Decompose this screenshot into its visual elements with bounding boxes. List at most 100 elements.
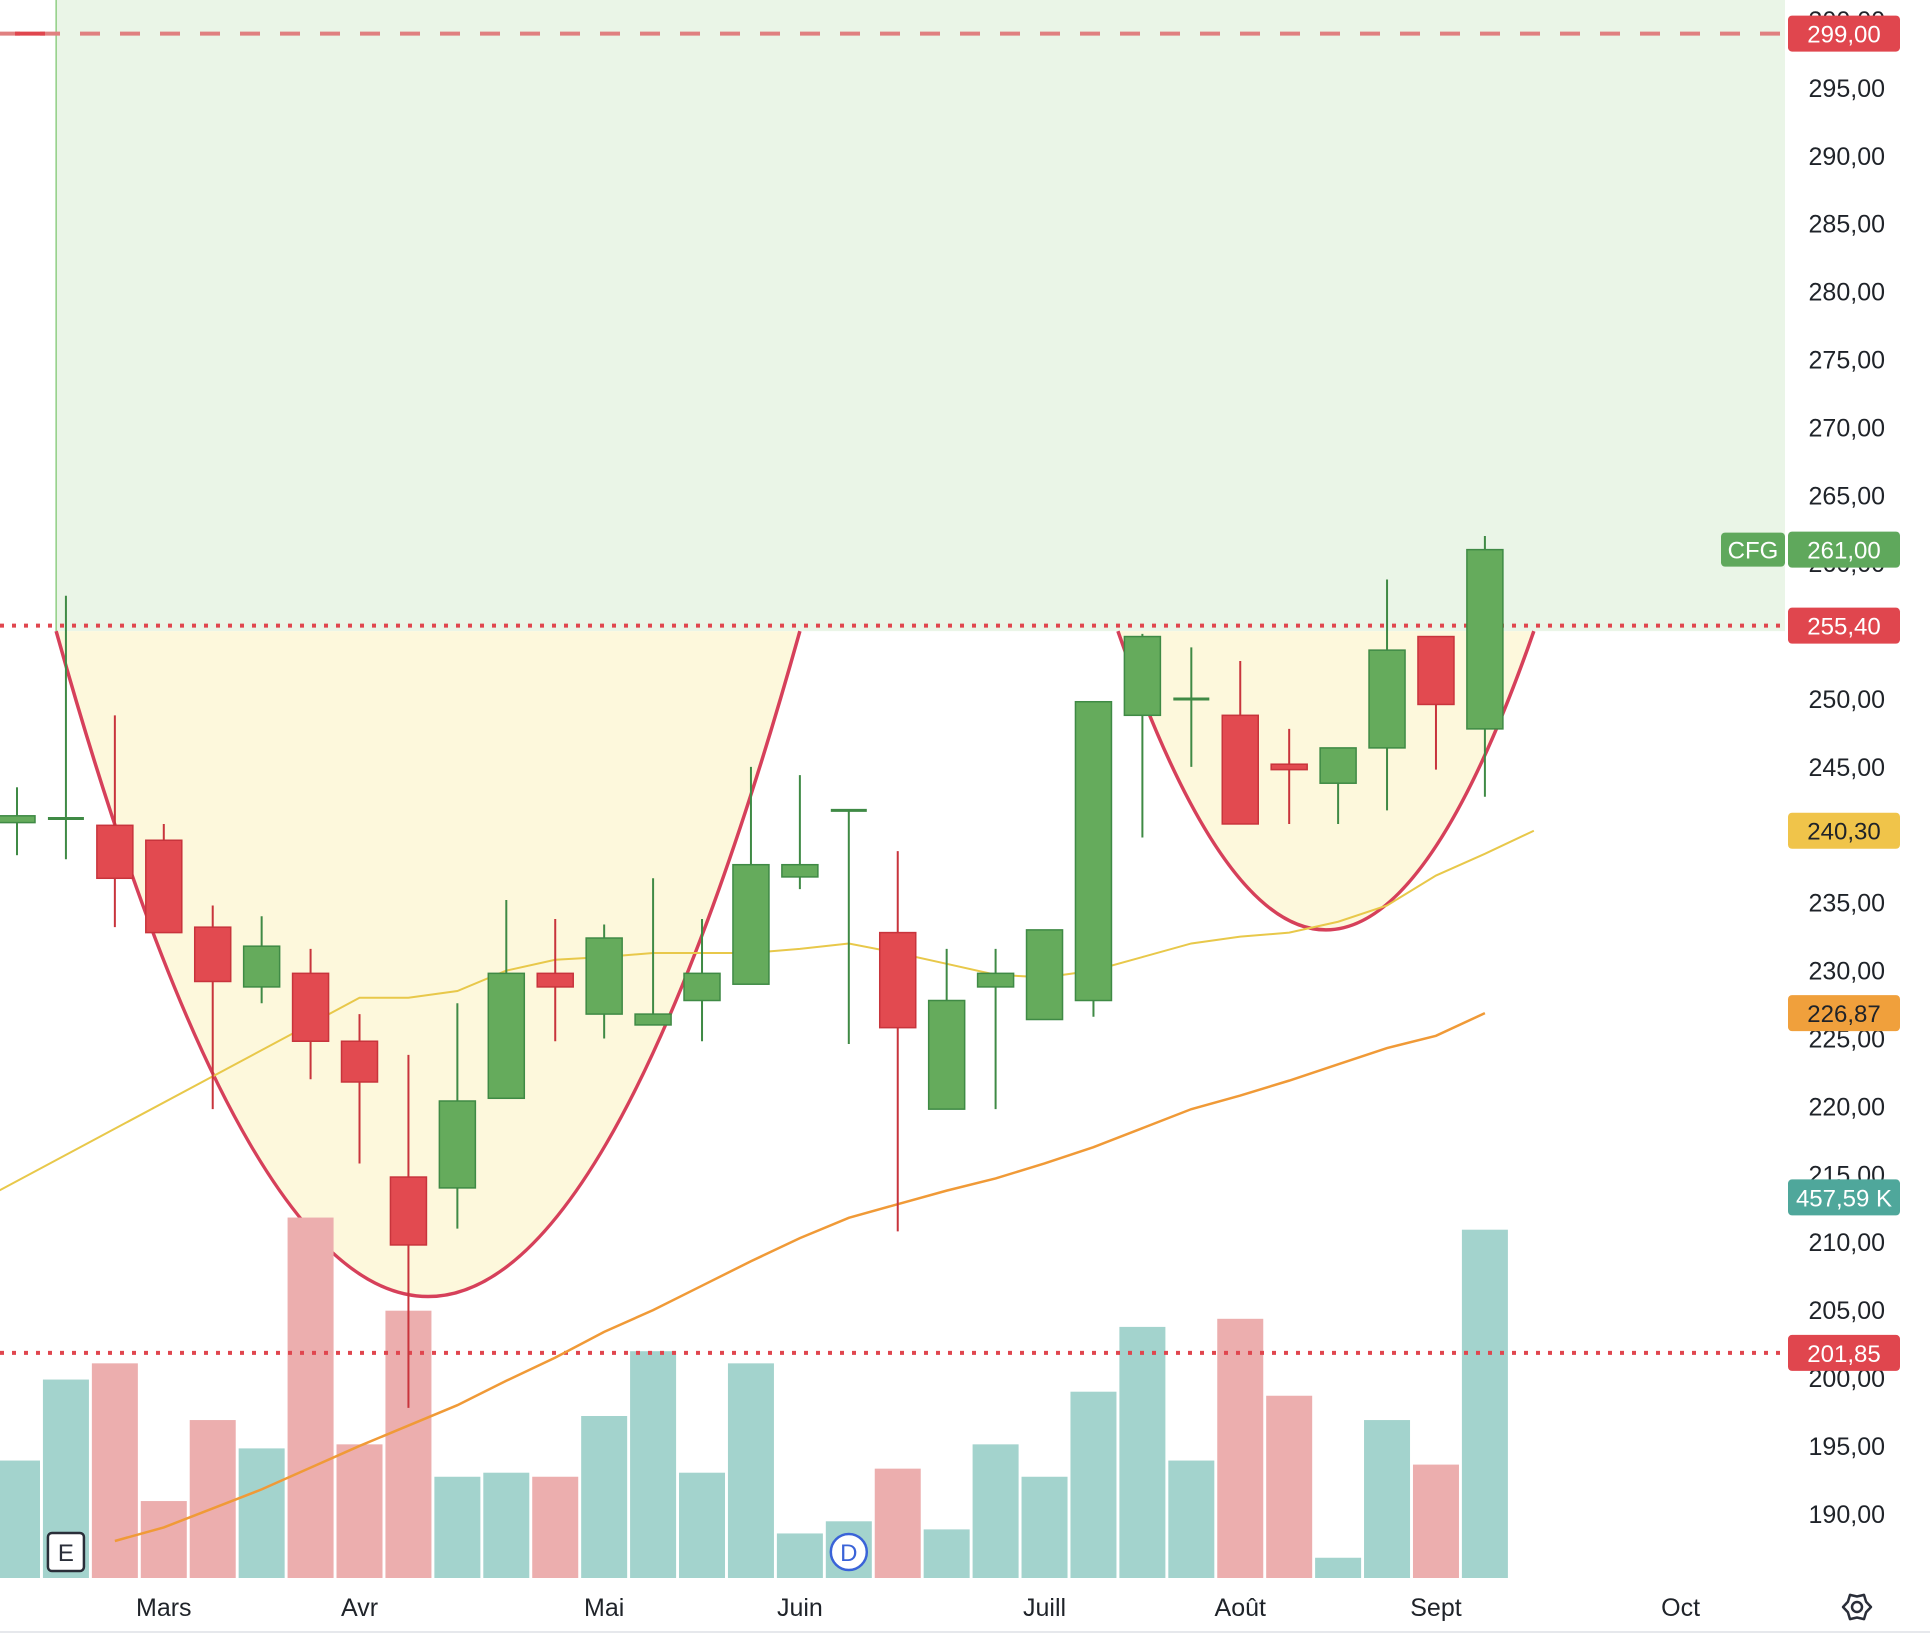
candle-body xyxy=(683,972,721,1002)
volume-bar xyxy=(1315,1557,1362,1578)
price-badge xyxy=(1788,812,1900,849)
sma-long-line xyxy=(114,1011,1486,1543)
price-badge-label: 226,87 xyxy=(1807,1001,1880,1028)
candle-body xyxy=(1270,763,1308,771)
volume-bar xyxy=(140,1501,187,1578)
volume-bar xyxy=(727,1363,774,1578)
price-tick-label: 235,00 xyxy=(1809,890,1885,918)
price-tick-label: 285,00 xyxy=(1809,211,1885,239)
price-badge-label: 261,00 xyxy=(1807,538,1880,565)
price-tick-label: 280,00 xyxy=(1809,279,1885,307)
level-badge-label: 201,85 xyxy=(1807,1341,1880,1368)
earnings-marker-label: E xyxy=(58,1540,74,1567)
symbol-tag-label: CFG xyxy=(1728,538,1779,565)
price-tick-label: 290,00 xyxy=(1809,143,1885,171)
dividend-marker-label: D xyxy=(840,1540,857,1567)
volume-bar xyxy=(1461,1229,1508,1578)
price-tick-label: 210,00 xyxy=(1809,1229,1885,1257)
candle-body xyxy=(1025,929,1064,1021)
cup-fill xyxy=(56,631,800,1297)
volume-bar xyxy=(483,1472,530,1578)
time-tick-label: Août xyxy=(1215,1594,1266,1622)
handle-outline xyxy=(1116,630,1536,932)
symbol-tag xyxy=(1721,532,1785,567)
dividend-marker xyxy=(829,1532,869,1572)
price-tick-label: 230,00 xyxy=(1809,958,1885,986)
volume-bar xyxy=(923,1529,970,1578)
candle-body xyxy=(0,815,36,824)
candle-body xyxy=(242,945,281,988)
time-tick-label: Avr xyxy=(341,1594,378,1622)
level-badge xyxy=(1788,15,1900,52)
zones-layer xyxy=(54,0,1785,1299)
volume-bar xyxy=(238,1448,285,1578)
price-tick-label: 220,00 xyxy=(1809,1093,1885,1121)
candle-body xyxy=(487,972,526,1100)
candle-body xyxy=(1417,635,1455,706)
candle-body xyxy=(340,1040,379,1083)
time-tick-label: Juill xyxy=(1023,1594,1066,1622)
price-badge-label: 457,59 K xyxy=(1796,1185,1892,1212)
candle-body xyxy=(96,824,134,880)
volume-bar xyxy=(189,1420,236,1578)
volume-bar xyxy=(287,1217,334,1578)
moving-averages-layer xyxy=(0,829,1535,1543)
price-badge-label: 240,30 xyxy=(1807,819,1880,846)
settings-gear-icon[interactable] xyxy=(1841,1593,1873,1621)
price-tick-label: 275,00 xyxy=(1809,347,1885,375)
volume-bar xyxy=(1412,1464,1459,1578)
volume-layer xyxy=(0,1217,1508,1578)
price-badge xyxy=(1788,995,1900,1032)
candle-body xyxy=(389,1176,428,1246)
candle-body xyxy=(976,972,1015,988)
candle-body xyxy=(438,1100,477,1189)
candle-body xyxy=(781,863,819,878)
time-tick-label: Juin xyxy=(777,1594,823,1622)
time-axis-bg xyxy=(0,1578,1930,1636)
price-tick-label: 190,00 xyxy=(1809,1501,1885,1529)
candle-body xyxy=(1221,714,1259,825)
price-tick-label: 195,00 xyxy=(1809,1433,1885,1461)
candle-body xyxy=(291,972,330,1042)
candles-layer xyxy=(0,536,1504,1408)
price-tick-label: 265,00 xyxy=(1809,482,1885,510)
candle-body xyxy=(585,937,623,1015)
candle-body xyxy=(145,839,183,934)
candle-body xyxy=(1074,700,1113,1002)
volume-bar xyxy=(581,1416,628,1578)
time-tick-label: Mai xyxy=(584,1594,624,1622)
time-axis: Mars Avr Mai Juin Juill Août Sept Oct xyxy=(0,1578,1930,1636)
candle-body xyxy=(1123,635,1162,717)
gear-hub xyxy=(1850,1600,1864,1614)
volume-bar xyxy=(630,1351,677,1578)
candle-body xyxy=(536,972,574,988)
price-tick-label: 270,00 xyxy=(1809,414,1885,442)
volume-bar xyxy=(336,1444,383,1578)
volume-bar xyxy=(1070,1391,1117,1578)
price-tick-label: 295,00 xyxy=(1809,75,1885,103)
volume-bar xyxy=(91,1363,138,1578)
candle-body xyxy=(927,999,966,1110)
volume-bar xyxy=(1021,1476,1068,1578)
volume-bar xyxy=(0,1460,40,1578)
gear-outline xyxy=(1841,1593,1873,1621)
level-badge-label: 299,00 xyxy=(1807,22,1880,49)
price-badges: 299,00 255,40 201,85 261,00 CFG 240,30 226,87 4… xyxy=(1721,15,1900,1371)
candle-body xyxy=(1466,548,1504,730)
candle-body xyxy=(1319,747,1357,784)
levels-layer xyxy=(0,31,1785,1355)
volume-bar xyxy=(776,1533,823,1578)
volume-bar xyxy=(1168,1460,1215,1578)
time-tick-label: Oct xyxy=(1661,1594,1700,1622)
time-tick-label: Mars xyxy=(136,1594,192,1622)
volume-bar xyxy=(972,1444,1019,1578)
candle-body xyxy=(732,863,770,985)
price-tick-label: 250,00 xyxy=(1809,686,1885,714)
volume-bar xyxy=(434,1476,481,1578)
target-zone xyxy=(56,0,1785,632)
volume-bar xyxy=(1217,1318,1264,1578)
earnings-marker xyxy=(46,1531,86,1573)
